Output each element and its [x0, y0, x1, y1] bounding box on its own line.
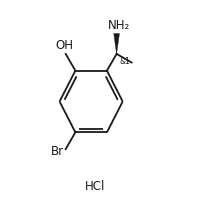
Text: OH: OH — [56, 39, 74, 52]
Text: Br: Br — [51, 144, 64, 157]
Text: NH₂: NH₂ — [107, 19, 130, 32]
Polygon shape — [114, 34, 120, 55]
Text: HCl: HCl — [85, 180, 105, 193]
Text: &1: &1 — [119, 57, 130, 66]
